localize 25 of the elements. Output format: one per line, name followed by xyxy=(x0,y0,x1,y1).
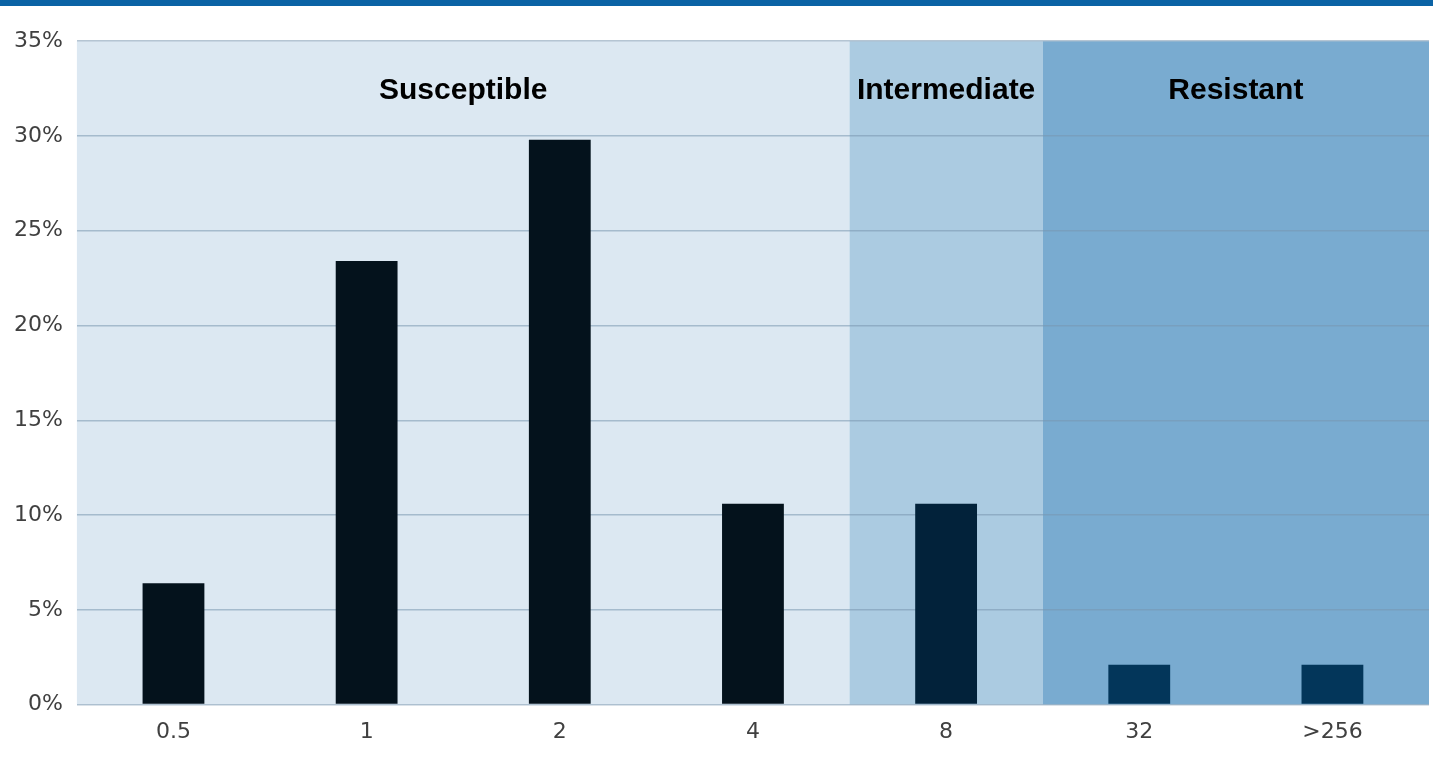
x-tick-label: >256 xyxy=(1302,717,1363,743)
y-tick-label: 20% xyxy=(13,311,63,337)
y-tick-label: 25% xyxy=(13,216,63,242)
y-tick-label: 35% xyxy=(13,26,63,52)
bar xyxy=(722,503,784,704)
band-label: Intermediate xyxy=(856,72,1036,106)
bar xyxy=(1301,664,1364,704)
bar xyxy=(142,583,205,704)
band-label: Susceptible xyxy=(379,72,548,106)
x-tick-label: 8 xyxy=(939,717,954,743)
x-tick-label: 32 xyxy=(1125,717,1154,743)
bar xyxy=(915,503,978,704)
y-tick-label: 0% xyxy=(27,690,63,716)
bar xyxy=(1108,664,1171,704)
x-tick-label: 2 xyxy=(552,717,567,743)
y-tick-label: 30% xyxy=(13,121,63,147)
y-tick-label: 10% xyxy=(13,500,63,526)
bar xyxy=(335,261,398,704)
y-tick-label: 15% xyxy=(13,406,63,431)
band-label: Resistant xyxy=(1168,72,1304,106)
bar xyxy=(528,139,591,704)
x-tick-label: 1 xyxy=(359,717,374,743)
x-tick-label: 4 xyxy=(745,717,760,743)
x-tick-label: 0.5 xyxy=(155,717,191,743)
y-tick-label: 5% xyxy=(27,595,63,621)
